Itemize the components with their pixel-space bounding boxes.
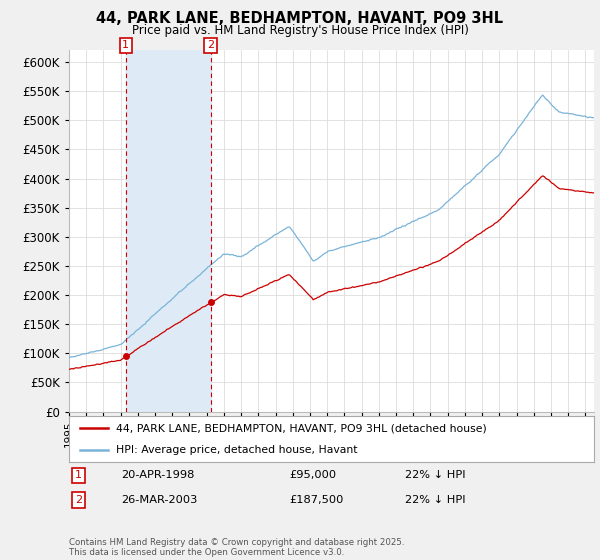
Text: £187,500: £187,500	[290, 495, 344, 505]
Text: 44, PARK LANE, BEDHAMPTON, HAVANT, PO9 3HL (detached house): 44, PARK LANE, BEDHAMPTON, HAVANT, PO9 3…	[116, 423, 487, 433]
Text: 1: 1	[122, 40, 130, 50]
Text: Price paid vs. HM Land Registry's House Price Index (HPI): Price paid vs. HM Land Registry's House …	[131, 24, 469, 37]
Text: 44, PARK LANE, BEDHAMPTON, HAVANT, PO9 3HL: 44, PARK LANE, BEDHAMPTON, HAVANT, PO9 3…	[97, 11, 503, 26]
Text: 22% ↓ HPI: 22% ↓ HPI	[405, 495, 466, 505]
Text: 26-MAR-2003: 26-MAR-2003	[121, 495, 198, 505]
Text: Contains HM Land Registry data © Crown copyright and database right 2025.
This d: Contains HM Land Registry data © Crown c…	[69, 538, 404, 557]
Text: £95,000: £95,000	[290, 470, 337, 480]
Text: 2: 2	[207, 40, 214, 50]
Text: 1: 1	[75, 470, 82, 480]
Text: 20-APR-1998: 20-APR-1998	[121, 470, 195, 480]
Text: 2: 2	[75, 495, 82, 505]
Bar	[126, 50, 211, 412]
Text: HPI: Average price, detached house, Havant: HPI: Average price, detached house, Hava…	[116, 445, 358, 455]
Text: 22% ↓ HPI: 22% ↓ HPI	[405, 470, 466, 480]
